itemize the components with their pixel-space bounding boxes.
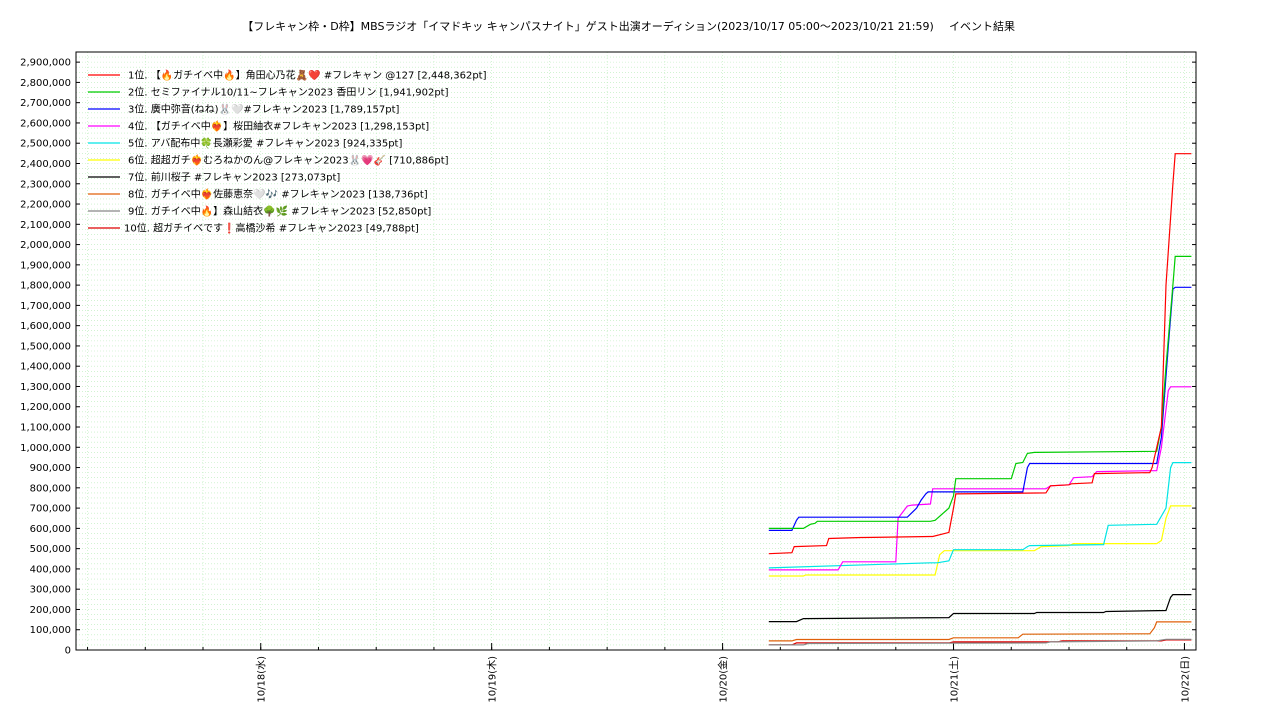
y-tick-label: 2,700,000 [20, 98, 71, 109]
legend-entry: 10位. 超ガチイベです❗️高橋沙希 #フレキャン2023 [49,788pt] [124, 222, 419, 235]
y-tick-label: 1,300,000 [20, 382, 71, 393]
series-line-1 [768, 153, 1192, 555]
y-tick-label: 800,000 [30, 483, 71, 494]
y-tick-label: 2,000,000 [20, 240, 71, 251]
legend-entry: 6位. 超超ガチ❤️‍🔥むろねかのん@フレキャン2023🐰💗🎸 [710,886… [128, 154, 449, 167]
grid-lines [76, 51, 1196, 651]
x-axis: 10/18(水) 10/19(木) 10/20(金) 10/21(土) 10/22(日) [87, 643, 1191, 703]
y-tick-label: 2,500,000 [20, 139, 71, 150]
series-line-10 [768, 639, 1192, 646]
legend-entry: 9位. ガチイベ中🔥】森山結衣🌳🌿 #フレキャン2023 [52,850pt] [128, 205, 431, 218]
y-tick-label: 500,000 [30, 544, 71, 555]
y-tick-label: 2,300,000 [20, 179, 71, 190]
y-tick-label: 1,800,000 [20, 281, 71, 292]
y-tick-label: 1,700,000 [20, 301, 71, 312]
series-line-6 [768, 505, 1192, 577]
legend-entry: 3位. 廣中弥音(ねね)🐰🤍#フレキャン2023 [1,789,157pt] [128, 103, 399, 116]
x-tick-label: 10/22(日) [1180, 656, 1191, 703]
chart-subtitle: イベント結果 [949, 19, 1015, 33]
y-tick-label: 0 [65, 646, 71, 657]
y-tick-label: 900,000 [30, 463, 71, 474]
y-tick-label: 1,100,000 [20, 423, 71, 434]
y-tick-label: 2,200,000 [20, 200, 71, 211]
x-tick-label: 10/20(金) [717, 656, 730, 703]
series-lines [768, 153, 1192, 646]
y-tick-label: 2,100,000 [20, 220, 71, 231]
y-tick-label: 100,000 [30, 625, 71, 636]
legend-entry: 8位. ガチイベ中❤️‍🔥佐藤恵奈🤍🎶 #フレキャン2023 [138,736p… [128, 188, 428, 201]
y-tick-label: 2,800,000 [20, 78, 71, 89]
legend-entry: 5位. アバ配布中🍀長瀬彩愛 #フレキャン2023 [924,335pt] [128, 137, 402, 150]
legend-entry: 7位. 前川桜子 #フレキャン2023 [273,073pt] [128, 171, 340, 184]
y-tick-label: 2,600,000 [20, 118, 71, 129]
y-tick-label: 2,400,000 [20, 159, 71, 170]
series-line-8 [768, 621, 1192, 642]
y-tick-label: 700,000 [30, 504, 71, 515]
series-line-5 [768, 462, 1192, 569]
y-tick-label: 1,000,000 [20, 443, 71, 454]
y-tick-label: 400,000 [30, 564, 71, 575]
x-tick-label: 10/21(土) [948, 656, 961, 703]
y-axis: 0 100,000 200,000 300,000 400,000 500,000 600,… [20, 58, 1196, 657]
y-tick-label: 200,000 [30, 605, 71, 616]
legend: 1位. 【🔥ガチイベ中🔥】角田心乃花🧸❤️ #フレキャン @127 [2,448… [88, 69, 487, 235]
y-tick-label: 1,900,000 [20, 260, 71, 271]
y-tick-label: 1,200,000 [20, 402, 71, 413]
series-line-9 [768, 638, 1192, 646]
legend-entry: 4位. 【ガチイベ中❤️‍🔥】桜田紬衣#フレキャン2023 [1,298,153… [128, 120, 429, 133]
plot-frame [75, 51, 1197, 651]
legend-entry: 2位. セミファイナル10/11~フレキャン2023 香田リン [1,941,9… [128, 86, 449, 99]
series-line-4 [768, 386, 1192, 571]
y-tick-label: 1,600,000 [20, 321, 71, 332]
y-tick-label: 600,000 [30, 524, 71, 535]
series-line-2 [768, 255, 1192, 529]
series-line-7 [768, 594, 1192, 623]
y-tick-label: 1,400,000 [20, 362, 71, 373]
y-tick-label: 1,500,000 [20, 341, 71, 352]
y-tick-label: 2,900,000 [20, 58, 71, 69]
chart-title: 【フレキャン枠・D枠】MBSラジオ「イマドキッ キャンパスナイト」ゲスト出演オー… [242, 19, 934, 33]
legend-entry: 1位. 【🔥ガチイベ中🔥】角田心乃花🧸❤️ #フレキャン @127 [2,448… [128, 69, 487, 82]
y-tick-label: 300,000 [30, 585, 71, 596]
x-tick-label: 10/19(木) [487, 656, 499, 703]
x-tick-label: 10/18(水) [256, 656, 268, 703]
